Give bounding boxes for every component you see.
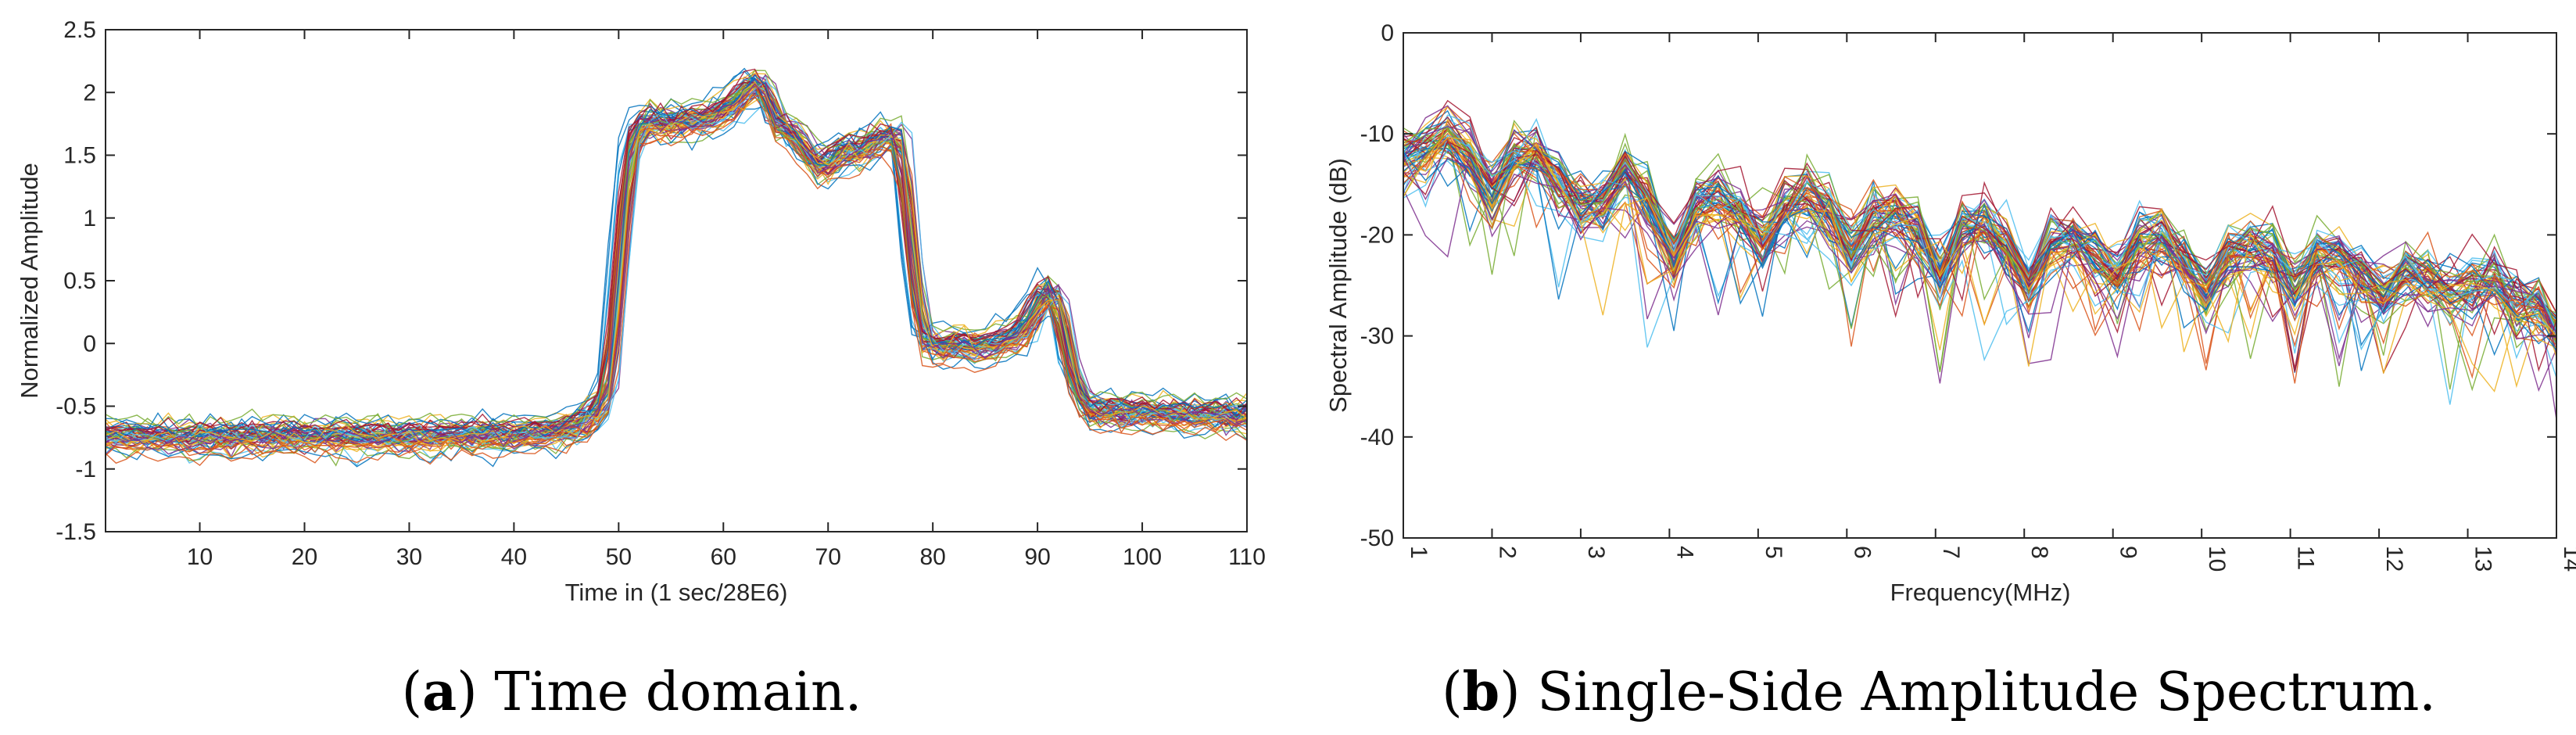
caption-a-text: Time domain.	[478, 662, 862, 723]
y-tick-label-a-0: -1.5	[56, 519, 96, 545]
series-line-a-54	[106, 81, 1247, 446]
x-tick-label-a-3: 40	[501, 544, 527, 570]
spectrum-chart: 1 2 3 4 5 6 7 8 9 10 11 12 13 14-50-40-30-20-100 Freq…	[1324, 20, 2576, 723]
x-tick-label-b-11: 12	[2381, 546, 2407, 572]
x-tick-label-b-12: 13	[2470, 546, 2496, 572]
y-tick-label-a-1: -1	[75, 457, 96, 482]
y-tick-label-a-8: 2.5	[63, 17, 96, 43]
axes-box-b	[1403, 32, 2557, 539]
x-tick-label-b-6: 7	[1938, 546, 1964, 559]
series-line-a-46	[106, 70, 1247, 431]
x-tick-label-a-5: 60	[711, 544, 736, 570]
y-tick-label-b-2: -30	[1360, 324, 1394, 350]
x-tick-label-b-2: 3	[1583, 546, 1609, 559]
x-tick-label-b-1: 2	[1494, 546, 1520, 559]
caption-b-letter: b	[1463, 661, 1500, 723]
series-line-b-47	[1403, 125, 2556, 405]
caption-a-close: )	[457, 662, 478, 723]
caption-b-close: )	[1499, 662, 1521, 723]
x-tick-label-a-1: 20	[292, 544, 317, 570]
caption-a-open: (	[402, 662, 423, 723]
y-tick-label-b-3: -20	[1360, 222, 1394, 248]
caption-a-letter: a	[422, 661, 457, 723]
series-line-a-57	[106, 83, 1247, 454]
caption-b: (b) Single-Side Amplitude Spectrum.	[1442, 661, 2436, 723]
series-line-a-59	[106, 83, 1247, 451]
y-tick-label-b-4: -10	[1360, 121, 1394, 147]
x-tick-label-b-5: 6	[1849, 546, 1875, 559]
series-line-a-50	[106, 94, 1247, 458]
series-line-b-58	[1403, 136, 2556, 367]
series-line-a-56	[106, 74, 1247, 445]
x-axis-label-b: Frequency(MHz)	[1890, 579, 2071, 606]
x-tick-label-b-10: 11	[2293, 546, 2319, 570]
y-tick-label-b-0: -50	[1360, 525, 1394, 551]
x-tick-label-a-8: 90	[1024, 544, 1050, 570]
x-tick-label-b-13: 14	[2559, 546, 2576, 572]
series-line-a-43	[106, 95, 1247, 467]
ticks-a: 10 20 30 40 50 60 70 80 90 100 110 -1.5 -1 -0.5 0 0.5 1 1…	[56, 17, 1266, 570]
plot-area-a	[106, 30, 1247, 532]
series-line-a-52	[106, 81, 1247, 446]
y-tick-label-a-7: 2	[83, 80, 96, 106]
y-tick-label-a-5: 1	[83, 206, 96, 231]
x-tick-label-a-10: 110	[1228, 544, 1266, 570]
x-tick-label-b-4: 5	[1761, 546, 1786, 559]
y-axis-label-a: Normalized Amplitude	[16, 163, 43, 399]
time-domain-chart: 10 20 30 40 50 60 70 80 90 100 110 -1.5 -1 -0.5 0 0.5 1 1…	[16, 17, 1266, 723]
caption-b-text: Single-Side Amplitude Spectrum.	[1521, 662, 2436, 723]
y-axis-label-b: Spectral Amplitude (dB)	[1324, 158, 1352, 413]
ticks-b: 1 2 3 4 5 6 7 8 9 10 11 12 13 14-50-40-30-20-100	[1360, 20, 2576, 572]
x-tick-label-a-6: 70	[815, 544, 841, 570]
series-line-b-50	[1403, 132, 2556, 379]
series-line-b-59	[1403, 156, 2556, 384]
x-tick-label-a-0: 10	[187, 544, 213, 570]
x-tick-label-a-9: 100	[1123, 544, 1162, 570]
x-tick-label-b-3: 4	[1671, 546, 1697, 559]
y-tick-label-b-5: 0	[1381, 20, 1394, 46]
x-tick-label-b-8: 9	[2116, 546, 2141, 559]
series-line-a-53	[106, 82, 1247, 448]
x-tick-label-b-7: 8	[2026, 546, 2052, 559]
x-tick-label-a-2: 30	[396, 544, 422, 570]
series-group-b	[1403, 99, 2556, 420]
y-tick-label-a-3: 0	[83, 331, 96, 357]
x-axis-label-a: Time in (1 sec/28E6)	[565, 579, 788, 606]
series-line-b-53	[1403, 130, 2556, 336]
series-line-b-30	[1403, 106, 2556, 353]
series-line-a-58	[106, 82, 1247, 446]
series-line-b-49	[1403, 128, 2556, 320]
x-tick-label-b-9: 10	[2204, 546, 2230, 572]
series-line-b-48	[1403, 116, 2556, 369]
x-tick-label-b-0: 1	[1406, 546, 1431, 559]
series-line-a-35	[106, 105, 1247, 468]
series-line-b-39	[1403, 125, 2556, 373]
y-tick-label-a-2: -0.5	[56, 394, 96, 420]
x-tick-label-a-4: 50	[606, 544, 632, 570]
series-line-b-56	[1403, 151, 2556, 351]
series-group-a	[106, 67, 1247, 468]
y-tick-label-a-6: 1.5	[63, 143, 96, 169]
caption-a: (a) Time domain.	[402, 661, 862, 723]
series-line-a-42	[106, 67, 1247, 432]
y-tick-label-a-4: 0.5	[63, 268, 96, 294]
y-tick-label-b-1: -40	[1360, 425, 1394, 450]
caption-b-open: (	[1442, 662, 1463, 723]
x-tick-label-a-7: 80	[919, 544, 945, 570]
